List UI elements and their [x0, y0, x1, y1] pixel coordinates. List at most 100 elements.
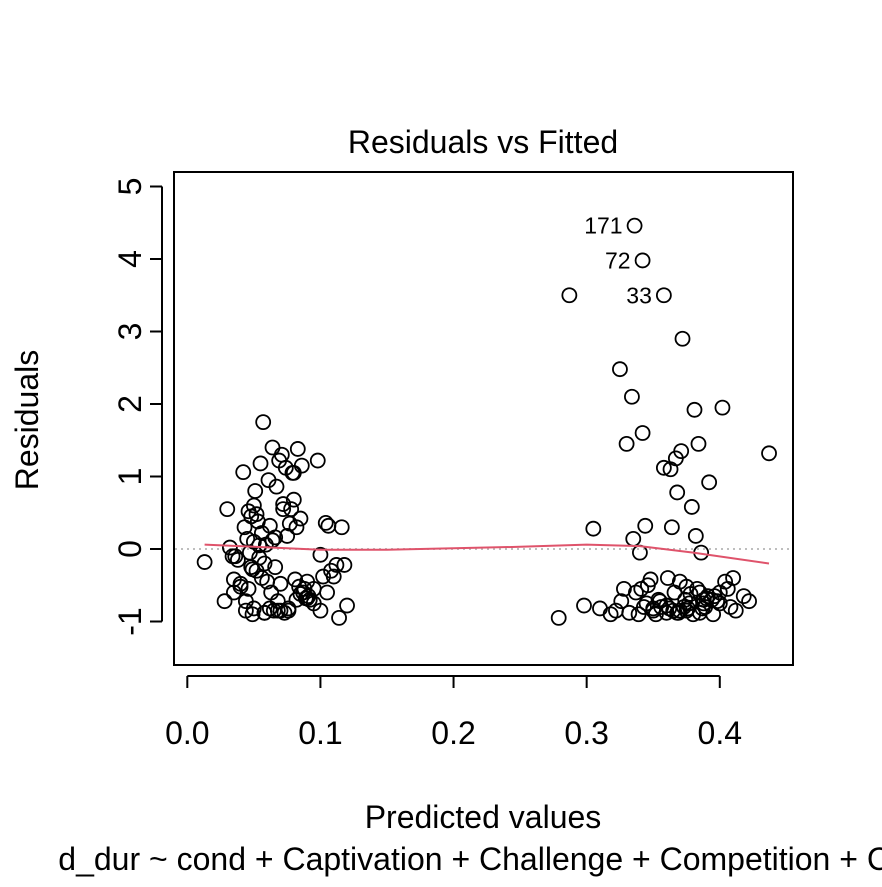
data-point: [592, 600, 608, 617]
data-point: [275, 496, 292, 512]
model-formula-subtitle: d_dur ~ cond + Captivation + Challenge +…: [58, 841, 882, 877]
outlier-point: [655, 287, 672, 304]
data-point: [264, 439, 281, 456]
data-point: [621, 604, 638, 621]
y-tick-label: 5: [112, 178, 148, 196]
data-point: [283, 501, 300, 518]
data-point: [336, 557, 353, 573]
data-point: [673, 443, 690, 460]
data-point: [669, 604, 686, 621]
data-point: [251, 549, 268, 566]
x-tick-label: 0.0: [165, 715, 209, 751]
data-point: [320, 517, 337, 534]
y-tick-label: 2: [112, 395, 148, 413]
data-point: [651, 593, 668, 610]
data-point: [687, 528, 704, 544]
data-point: [288, 519, 305, 536]
data-point: [315, 568, 331, 585]
data-point: [240, 580, 257, 597]
data-point: [196, 554, 213, 570]
data-point: [333, 519, 350, 536]
outlier-point: [634, 252, 651, 269]
data-point: [686, 401, 703, 418]
data-point: [695, 591, 712, 608]
data-point: [267, 529, 284, 546]
data-point: [248, 506, 265, 523]
smooth-trend-line: [204, 543, 770, 565]
data-point: [245, 600, 262, 617]
y-tick-label: 0: [112, 540, 148, 558]
data-point: [289, 441, 306, 457]
x-tick-label: 0.4: [698, 715, 742, 751]
data-point: [261, 600, 278, 617]
data-point: [244, 606, 261, 623]
data-point: [226, 584, 242, 601]
data-point: [269, 602, 286, 619]
y-tick-label: 4: [112, 250, 148, 268]
data-point: [285, 464, 302, 481]
data-point: [222, 539, 238, 556]
data-point: [618, 435, 635, 452]
data-point: [328, 557, 345, 573]
data-point: [312, 602, 329, 619]
data-point: [701, 474, 718, 491]
data-point: [612, 361, 628, 378]
outlier-label: 72: [605, 247, 631, 273]
x-tick-label: 0.2: [431, 715, 475, 751]
data-point: [285, 491, 302, 508]
data-point: [674, 330, 691, 347]
data-point: [235, 464, 252, 481]
data-point: [632, 544, 648, 561]
outlier-label: 171: [584, 213, 622, 239]
data-point: [561, 287, 578, 304]
data-point: [216, 593, 233, 610]
data-point: [714, 399, 731, 416]
data-point: [613, 593, 630, 610]
outlier-point: [626, 217, 643, 234]
data-point: [247, 483, 264, 499]
data-point: [690, 435, 707, 452]
y-axis: -1 0 1 2 3 4 5: [112, 178, 163, 636]
data-point: [279, 528, 296, 544]
data-point: [625, 530, 642, 547]
data-point: [669, 484, 686, 501]
outlier-label: 33: [626, 282, 652, 308]
x-axis-label: Predicted values: [365, 799, 602, 835]
data-point: [725, 570, 741, 586]
data-point: [253, 570, 270, 586]
y-tick-label: -1: [112, 607, 148, 635]
data-point: [650, 591, 667, 608]
data-point: [272, 575, 289, 592]
data-point: [642, 571, 659, 588]
data-point: [309, 452, 326, 469]
scatter-points: [196, 217, 777, 626]
data-point: [268, 478, 285, 495]
data-point: [317, 515, 334, 531]
data-point: [312, 546, 329, 563]
data-point: [735, 588, 752, 605]
data-point: [292, 510, 309, 527]
data-point: [624, 388, 640, 405]
chart-title: Residuals vs Fitted: [348, 124, 618, 160]
y-tick-label: 3: [112, 323, 148, 341]
data-point: [245, 533, 262, 550]
point-labels: 171 72 33: [584, 213, 652, 309]
x-tick-label: 0.1: [298, 715, 342, 751]
data-point: [683, 499, 700, 515]
data-point: [634, 425, 651, 441]
data-point: [761, 445, 777, 462]
data-point: [671, 602, 688, 619]
data-point: [325, 568, 342, 585]
data-point: [275, 501, 292, 518]
data-point: [655, 459, 672, 476]
data-point: [636, 599, 652, 615]
data-point: [288, 591, 305, 608]
data-point: [339, 597, 355, 614]
data-point: [331, 609, 347, 626]
data-point: [637, 517, 654, 534]
y-axis-label: Residuals: [9, 350, 45, 491]
data-point: [663, 519, 680, 536]
data-point: [252, 455, 269, 472]
